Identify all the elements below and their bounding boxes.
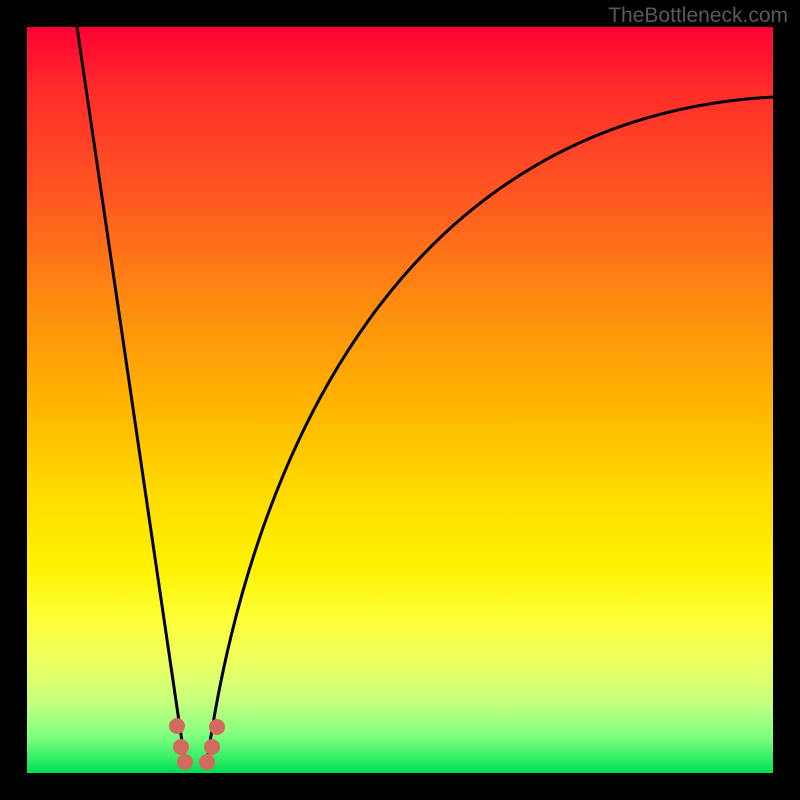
chart-svg: [0, 0, 800, 800]
curve-left-branch: [77, 27, 185, 762]
data-marker: [199, 754, 215, 770]
data-marker: [204, 739, 220, 755]
data-marker: [169, 718, 185, 734]
data-marker: [209, 719, 225, 735]
curve-right-branch: [207, 97, 773, 762]
watermark-text: TheBottleneck.com: [608, 4, 788, 28]
chart-container: TheBottleneck.com: [0, 0, 800, 800]
data-marker: [173, 739, 189, 755]
data-marker: [177, 754, 193, 770]
